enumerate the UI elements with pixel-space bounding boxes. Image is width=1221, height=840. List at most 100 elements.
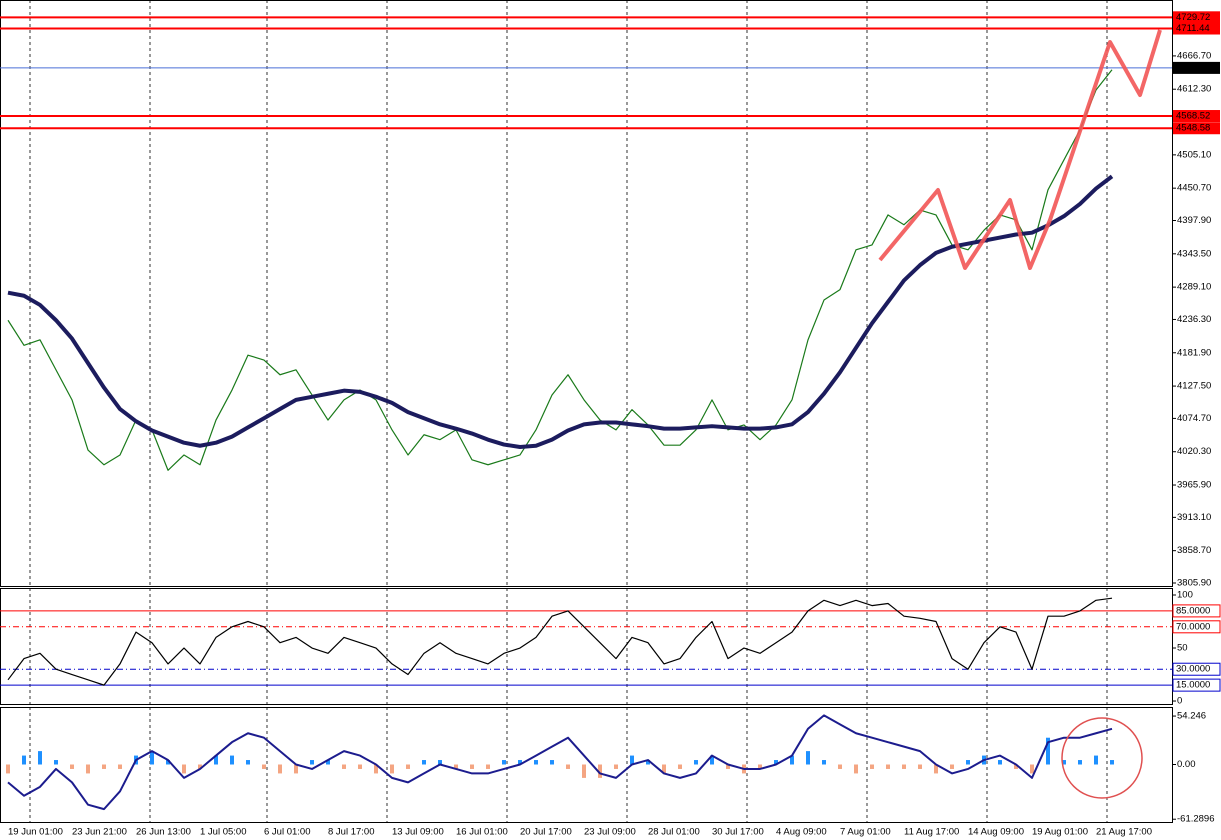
level-label: 70.0000 [1176,621,1210,632]
y-tick-label: -61.2896 [1177,814,1215,825]
x-tick-label: 23 Jul 09:00 [584,827,636,838]
y-tick-label: 4074.70 [1177,413,1211,424]
histogram-bar [646,760,650,765]
level-label: 4647.12 [1176,62,1210,73]
y-tick-label: 4127.50 [1177,381,1211,392]
y-tick-label: 0.00 [1177,759,1196,770]
y-tick-label: 4020.30 [1177,446,1211,457]
x-tick-label: 4 Aug 09:00 [776,827,827,838]
level-label: 4711.44 [1176,23,1210,34]
histogram-bar [406,764,410,769]
histogram-bar [358,764,362,769]
histogram-bar [694,760,698,765]
x-tick-label: 1 Jul 05:00 [200,827,246,838]
x-tick-label: 19 Jun 01:00 [8,827,63,838]
histogram-bar [86,764,90,774]
histogram-bar [470,764,474,769]
level-label: 30.0000 [1176,664,1210,675]
series-line [7,69,1113,471]
histogram-bar [966,760,970,765]
histogram-bar [790,755,794,765]
histogram-bar [1062,760,1066,765]
y-tick-label: 4343.50 [1177,248,1211,259]
level-tag [1173,11,1220,24]
annotation-arrow [1048,29,1162,221]
histogram-bar [1078,760,1082,765]
histogram-bar [22,755,26,765]
histogram-bar [1014,764,1018,769]
y-tick-label: 54.246 [1177,711,1206,722]
histogram-bar [262,764,266,769]
histogram-bar [774,760,778,765]
histogram-bar [326,760,330,765]
x-tick-label: 23 Jun 21:00 [72,827,127,838]
histogram-bar [598,764,602,778]
histogram-bar [710,755,714,765]
histogram-bar [70,764,74,769]
histogram-bar [230,755,234,765]
level-tag [1172,604,1221,618]
x-tick-label: 8 Jul 17:00 [328,827,374,838]
level-label: 4568.52 [1176,111,1210,122]
histogram-bar [998,760,1002,765]
histogram-bar [870,764,874,769]
y-tick-label: 4612.30 [1177,84,1211,95]
level-label: 4729.72 [1176,12,1210,23]
x-tick-label: 30 Jul 17:00 [712,827,764,838]
level-label: 15.0000 [1176,680,1210,691]
x-tick-label: 14 Aug 09:00 [968,827,1024,838]
histogram-bar [534,760,538,765]
histogram-bar [38,751,42,765]
histogram-bar [102,764,106,769]
x-tick-label: 6 Jul 01:00 [264,827,310,838]
y-tick-label: 3858.70 [1177,545,1211,556]
panel-frame [0,0,1173,587]
y-tick-label: 4505.10 [1177,149,1211,160]
histogram-bar [54,760,58,765]
y-tick-label: 4181.90 [1177,347,1211,358]
histogram-bar [582,764,586,778]
y-tick-label: 4289.10 [1177,282,1211,293]
histogram-bar [806,751,810,765]
y-tick-label: 0 [1177,696,1182,707]
x-tick-label: 7 Aug 01:00 [840,827,891,838]
y-tick-label: 3805.90 [1177,578,1211,589]
y-tick-label: 3965.90 [1177,480,1211,491]
histogram-bar [486,764,490,769]
y-tick-label: 4236.30 [1177,314,1211,325]
level-tag [1172,620,1221,634]
x-tick-label: 20 Jul 17:00 [520,827,572,838]
y-tick-label: 4450.70 [1177,183,1211,194]
histogram-bar [214,755,218,765]
histogram-bar [662,764,666,774]
histogram-bar [454,764,458,769]
x-tick-label: 11 Aug 17:00 [904,827,959,838]
histogram-bar [918,764,922,769]
histogram-bar [166,760,170,765]
histogram-bar [758,764,762,769]
x-tick-label: 13 Jul 09:00 [392,827,444,838]
histogram-bar [726,764,730,769]
histogram-bar [310,760,314,765]
x-tick-label: 19 Aug 01:00 [1032,827,1088,838]
x-tick-label: 28 Jul 01:00 [648,827,700,838]
histogram-bar [902,764,906,769]
x-tick-label: 26 Jun 13:00 [136,827,191,838]
y-tick-label: 4666.70 [1177,50,1211,61]
level-tag [1173,122,1220,135]
histogram-bar [838,764,842,769]
histogram-bar [678,764,682,769]
histogram-bar [502,760,506,765]
histogram-bar [854,764,858,774]
y-tick-label: 4397.90 [1177,215,1211,226]
y-tick-label: 50 [1177,643,1188,654]
x-tick-label: 16 Jul 01:00 [456,827,508,838]
histogram-bar [246,760,250,765]
histogram-bar [934,764,938,774]
annotation-arrow [878,188,1052,270]
histogram-bar [550,760,554,765]
histogram-bar [518,760,522,765]
x-tick-label: 21 Aug 17:00 [1096,827,1152,838]
